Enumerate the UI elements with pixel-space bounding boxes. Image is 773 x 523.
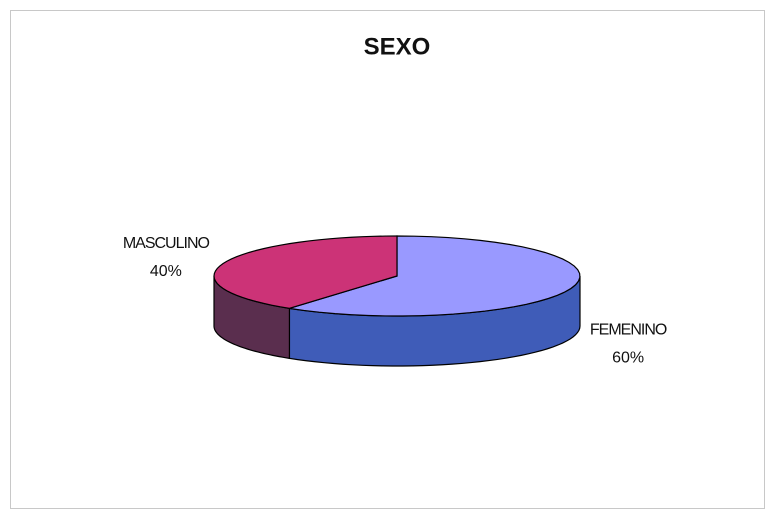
- slice-value-label: 40%: [150, 263, 182, 280]
- chart-title: SEXO: [364, 33, 431, 60]
- slice-label: MASCULINO: [123, 235, 210, 252]
- slice-value-label: 60%: [612, 350, 644, 367]
- pie-slice: [289, 235, 581, 317]
- slice-label: FEMENINO: [590, 322, 667, 339]
- pie-slice: [213, 235, 398, 309]
